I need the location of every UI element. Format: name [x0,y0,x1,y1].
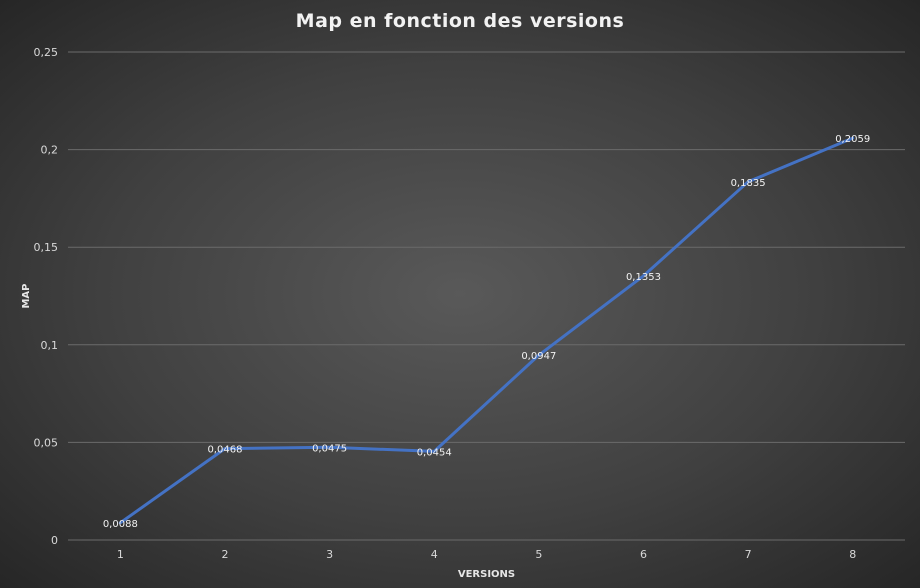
y-tick-label: 0,05 [34,436,59,449]
gridlines [68,51,905,541]
data-label: 0,0088 [103,519,138,530]
x-tick-labels: 1 2 3 4 5 6 7 8 [117,548,856,561]
data-label: 0,1353 [626,272,661,283]
data-label: 0,0475 [312,443,347,454]
x-tick-label: 4 [431,548,438,561]
data-label: 0,0454 [417,447,452,458]
x-tick-label: 5 [535,548,542,561]
y-tick-labels: 0 0,05 0,1 0,15 0,2 0,25 [34,46,59,547]
x-tick-label: 3 [326,548,333,561]
x-tick-label: 8 [849,548,856,561]
chart-title: Map en fonction des versions [295,10,625,32]
x-tick-label: 1 [117,548,124,561]
x-tick-label: 7 [745,548,752,561]
y-tick-label: 0,1 [41,339,59,352]
series-line [118,136,855,525]
data-label: 0,0947 [521,351,556,362]
x-axis-title: VERSIONS [458,569,515,580]
data-label: 0,2059 [835,134,870,145]
y-tick-label: 0,15 [34,241,59,254]
y-axis-title: MAP [21,283,32,308]
y-tick-label: 0,2 [41,144,59,157]
data-label: 0,1835 [731,178,766,189]
x-tick-label: 6 [640,548,647,561]
data-label: 0,0468 [207,445,242,456]
data-labels: 0,0088 0,0468 0,0475 0,0454 0,0947 0,1353 0,18… [103,134,870,530]
y-tick-label: 0 [51,534,58,547]
y-tick-label: 0,25 [34,46,59,59]
x-tick-label: 2 [221,548,228,561]
